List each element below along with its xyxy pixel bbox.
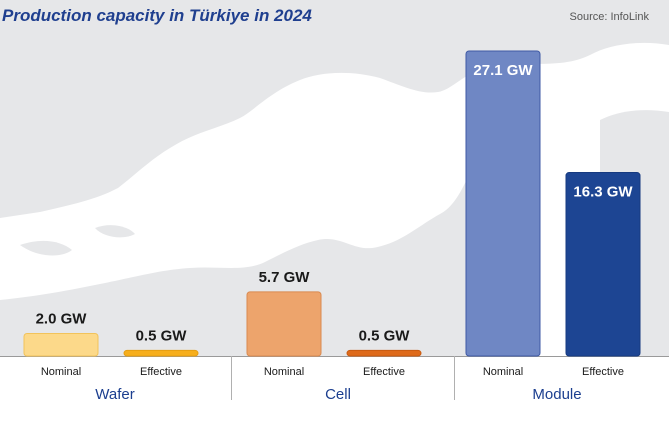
bar-wafer-nominal [23, 332, 99, 357]
labels-layer: 2.0 GW Nominal 0.5 GW Effective Wafer 5.7 GW N… [36, 62, 634, 403]
data-label-module-effective: 16.3 GW [573, 184, 633, 201]
group-label-wafer: Wafer [95, 386, 134, 403]
data-label-module-nominal: 27.1 GW [473, 62, 533, 79]
bars-layer [23, 50, 641, 357]
chart-title: Production capacity in Türkiye in 2024 [2, 6, 312, 25]
tick-label-cell-nominal: Nominal [264, 366, 304, 378]
map-island-2 [95, 225, 135, 238]
tick-label-cell-effective: Effective [363, 366, 405, 378]
bar-module-effective [565, 172, 641, 357]
group-label-cell: Cell [325, 386, 351, 403]
tick-label-module-nominal: Nominal [483, 366, 523, 378]
bar-module-nominal [465, 50, 541, 357]
bar-cell-effective [346, 349, 422, 357]
source-note: Source: InfoLink [569, 11, 650, 23]
map-island-1 [20, 240, 72, 256]
data-label-wafer-effective: 0.5 GW [136, 327, 188, 344]
tick-label-wafer-nominal: Nominal [41, 366, 81, 378]
data-label-cell-effective: 0.5 GW [359, 327, 411, 344]
map-land-south [0, 150, 480, 356]
tick-label-module-effective: Effective [582, 366, 624, 378]
tick-label-wafer-effective: Effective [140, 366, 182, 378]
data-label-wafer-nominal: 2.0 GW [36, 310, 88, 327]
group-label-module: Module [532, 386, 581, 403]
data-label-cell-nominal: 5.7 GW [259, 269, 311, 286]
bar-cell-nominal [246, 291, 322, 357]
bar-wafer-effective [123, 349, 199, 357]
